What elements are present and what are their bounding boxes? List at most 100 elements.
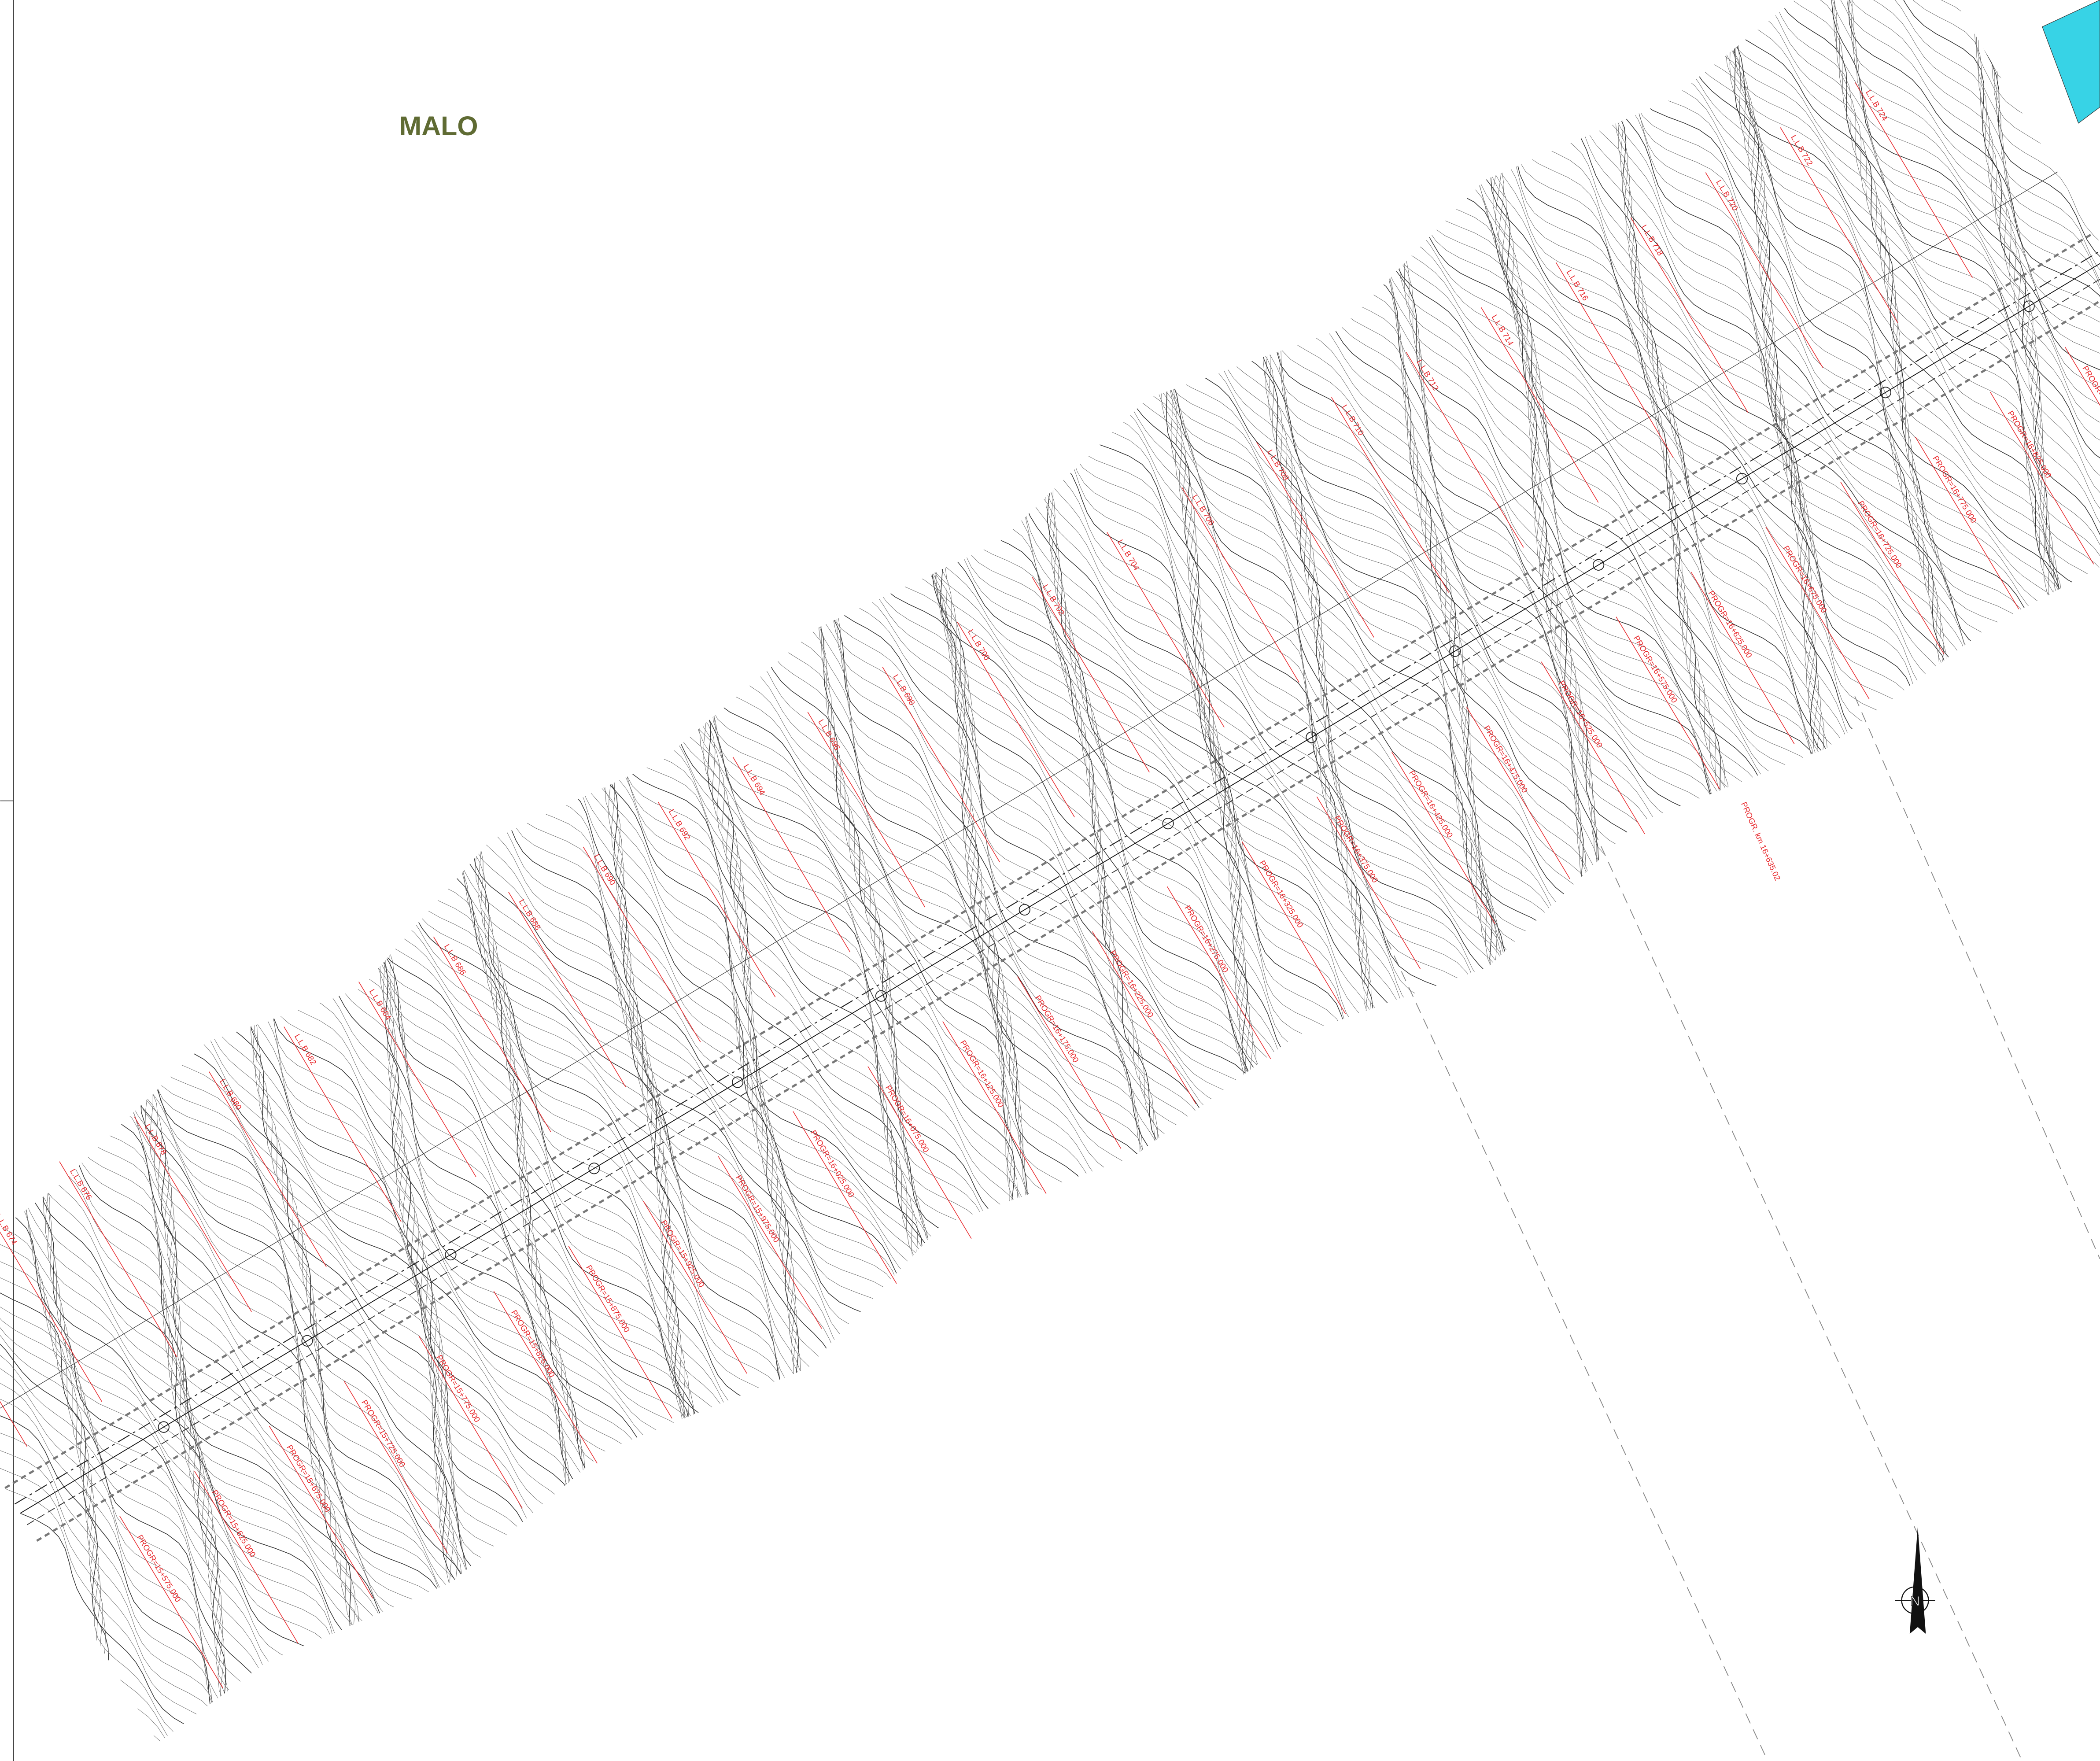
- contour-line: [1737, 0, 2100, 608]
- contour-line: [491, 746, 897, 1346]
- contour-line: [0, 1095, 289, 1712]
- section-line: [1466, 706, 1570, 879]
- contour-line: [35, 1019, 448, 1616]
- section-label: PROGR=16+025.000: [809, 1128, 856, 1199]
- contour-line: [483, 750, 862, 1367]
- contour-line: [1723, 5, 2072, 640]
- contour-line: [513, 732, 912, 1338]
- contour-line: [0, 1148, 214, 1756]
- contour-line: [1383, 210, 1771, 821]
- contour-line: [894, 503, 1259, 1129]
- contour-line: [1168, 339, 1565, 945]
- contour-line: [1099, 380, 1488, 991]
- section-line: [59, 1161, 177, 1357]
- contour-line: [1808, 0, 2100, 588]
- section-line: [1316, 796, 1421, 969]
- contour-line: [1653, 48, 2048, 654]
- road-axis: [0, 171, 2100, 1542]
- contour-line: [1057, 405, 1469, 1003]
- contour-line: [473, 756, 849, 1375]
- section-label: L.L.B 700: [966, 628, 992, 662]
- contour-line: [1762, 0, 2100, 595]
- contour-line: [595, 683, 967, 1304]
- contour-line: [1138, 357, 1497, 987]
- contour-line: [345, 833, 704, 1462]
- contour-line: [1666, 39, 2059, 649]
- section-label: L.L.B 712: [1415, 358, 1441, 392]
- contour-line: [281, 871, 681, 1477]
- contour-line: [629, 663, 1014, 1276]
- contour-line: [0, 1138, 222, 1752]
- contour-line: [1861, 0, 2100, 532]
- section-label: L.L.B 682: [293, 1032, 318, 1067]
- contour-line: [742, 594, 1133, 1205]
- contour-line: [581, 691, 952, 1313]
- station-marker: [1879, 387, 1891, 399]
- contour-line: [0, 1146, 224, 1751]
- section-line: [867, 1066, 972, 1239]
- section-line: [657, 801, 776, 997]
- contour-line: [353, 829, 735, 1444]
- contour-line: [690, 626, 1038, 1261]
- section-line: [1092, 931, 1196, 1104]
- section-line: [1690, 572, 1795, 744]
- contour-line: [380, 812, 767, 1425]
- contour-line: [848, 531, 1249, 1134]
- contour-line: [816, 550, 1167, 1184]
- contour-line: [1159, 344, 1518, 973]
- section-label: L.L.B 714: [1490, 313, 1516, 347]
- section-line: [1630, 217, 1749, 413]
- section-line: [284, 1026, 402, 1222]
- contour-line: [14, 1032, 389, 1652]
- section-label: L.L.B 716: [1565, 268, 1590, 302]
- contour-line: [437, 778, 794, 1408]
- contour-line: [1849, 0, 2100, 539]
- contour-line: [1886, 0, 2100, 509]
- contour-line: [1503, 137, 1872, 761]
- section-line: [134, 1116, 252, 1312]
- contour-line: [1151, 349, 1495, 987]
- contour-line: [362, 823, 704, 1462]
- section-label: PROGR=16+575.000: [1632, 634, 1679, 704]
- contour-line: [1489, 145, 1854, 771]
- contour-line: [1512, 132, 1905, 741]
- contour-line: [701, 619, 1087, 1232]
- axis-line: [27, 269, 2100, 1525]
- contour-line: [703, 617, 1072, 1241]
- contour-line: [1038, 417, 1404, 1041]
- contour-line: [1708, 14, 2060, 648]
- section-label: L.L.B 678: [143, 1122, 169, 1156]
- contour-line: [948, 471, 1347, 1076]
- contour-line: [423, 786, 787, 1412]
- contour-line: [1362, 222, 1723, 850]
- contour-line: [1620, 67, 1992, 688]
- contour-line: [809, 554, 1163, 1186]
- section-line: [1241, 841, 1346, 1014]
- contour-line: [1724, 4, 2100, 613]
- contour-line: [136, 959, 501, 1584]
- contour-line: [1637, 57, 2043, 658]
- contour-line: [132, 961, 486, 1594]
- contour-line: [1276, 274, 1670, 882]
- contour-line: [1472, 156, 1835, 783]
- projection-line: [1379, 923, 1768, 1761]
- contour-line: [580, 692, 927, 1329]
- contour-line: [692, 624, 1026, 1269]
- section-label: L.L.B 708: [1266, 448, 1291, 482]
- contour-line: [61, 1004, 450, 1615]
- contour-line: [239, 897, 584, 1534]
- section-label: L.L.B 694: [742, 763, 767, 797]
- contour-line: [0, 1082, 340, 1681]
- contour-line: [1238, 296, 1590, 931]
- progressive-label: PROGR. km 16+635.02: [1739, 801, 1783, 882]
- contour-line: [1418, 188, 1825, 789]
- contour-line: [1371, 217, 1731, 845]
- contour-line: [1196, 322, 1579, 937]
- contour-line: [1837, 0, 2100, 546]
- contour-line: [356, 825, 728, 1448]
- contour-line: [1270, 277, 1614, 916]
- contour-line: [250, 890, 638, 1503]
- station-marker: [1449, 645, 1461, 657]
- contour-line: [22, 1027, 371, 1662]
